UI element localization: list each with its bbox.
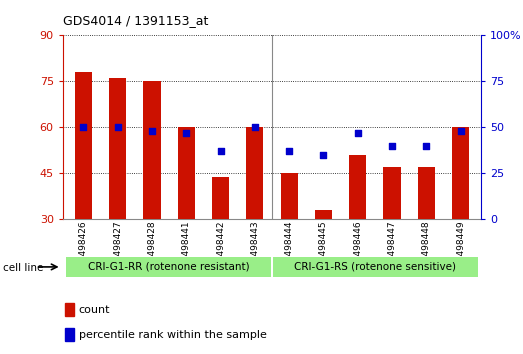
FancyBboxPatch shape (66, 257, 271, 277)
Point (354, 130, 362, 136)
Bar (143, 81, 161, 219)
Point (79, 125, 87, 130)
Point (319, 152, 327, 158)
Point (285, 149, 293, 154)
Bar (178, 127, 195, 219)
Point (182, 130, 190, 136)
Text: percentile rank within the sample: percentile rank within the sample (78, 330, 267, 339)
FancyBboxPatch shape (272, 257, 477, 277)
Bar (452, 127, 469, 219)
Point (113, 125, 122, 130)
Bar (315, 210, 332, 219)
Text: CRI-G1-RS (rotenone sensitive): CRI-G1-RS (rotenone sensitive) (294, 262, 456, 272)
Bar (280, 173, 298, 219)
Bar (246, 127, 264, 219)
Point (147, 128, 156, 134)
Bar (65, 303, 74, 316)
Bar (418, 167, 435, 219)
Point (457, 128, 465, 134)
Point (422, 143, 430, 149)
Point (217, 149, 225, 154)
Bar (212, 177, 229, 219)
Point (251, 125, 259, 130)
Bar (65, 328, 74, 341)
Text: GDS4014 / 1391153_at: GDS4014 / 1391153_at (63, 13, 208, 27)
Text: CRI-G1-RR (rotenone resistant): CRI-G1-RR (rotenone resistant) (88, 262, 250, 272)
Point (388, 143, 396, 149)
Bar (75, 72, 92, 219)
Bar (349, 155, 366, 219)
Text: cell line: cell line (3, 263, 43, 273)
Text: count: count (78, 305, 110, 315)
Bar (383, 167, 401, 219)
Bar (109, 78, 126, 219)
